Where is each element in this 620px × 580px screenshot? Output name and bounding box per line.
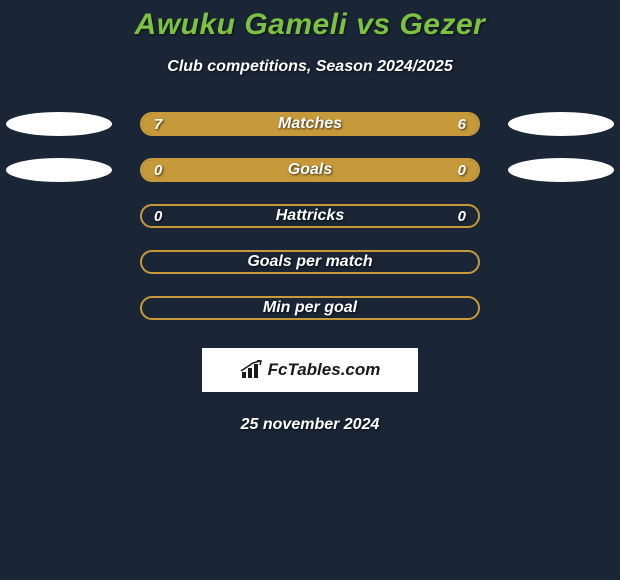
player1-name: Awuku Gameli [135,8,348,41]
player2-indicator-ellipse [508,112,614,136]
stat-bar: 00Hattricks [140,204,480,228]
stat-label: Hattricks [142,207,478,225]
subtitle: Club competitions, Season 2024/2025 [0,58,620,76]
player1-indicator-ellipse [6,112,112,136]
date-text: 25 november 2024 [0,416,620,434]
stat-bar: 00Goals [140,158,480,182]
player2-indicator-ellipse [508,158,614,182]
stat-bar: Goals per match [140,250,480,274]
stat-row: 00Hattricks [0,204,620,228]
stat-label: Min per goal [142,299,478,317]
stat-bar: 76Matches [140,112,480,136]
logo-text: FcTables.com [268,360,381,380]
stat-label: Goals per match [142,253,478,271]
stats-rows: 76Matches 00Goals 00Hattricks Goals per mat… [0,112,620,320]
stat-row: 76Matches [0,112,620,136]
vs-text: vs [356,8,390,41]
comparison-infographic: Awuku Gameli vs Gezer Club competitions,… [0,0,620,580]
logo-box: FcTables.com [202,348,418,392]
stat-bar: Min per goal [140,296,480,320]
player1-indicator-ellipse [6,158,112,182]
player2-name: Gezer [399,8,485,41]
stat-label: Goals [142,161,478,179]
stat-row: Goals per match [0,250,620,274]
stat-row: 00Goals [0,158,620,182]
bar-chart-icon [240,360,264,380]
stat-row: Min per goal [0,296,620,320]
page-title: Awuku Gameli vs Gezer [0,8,620,42]
stat-label: Matches [142,115,478,133]
